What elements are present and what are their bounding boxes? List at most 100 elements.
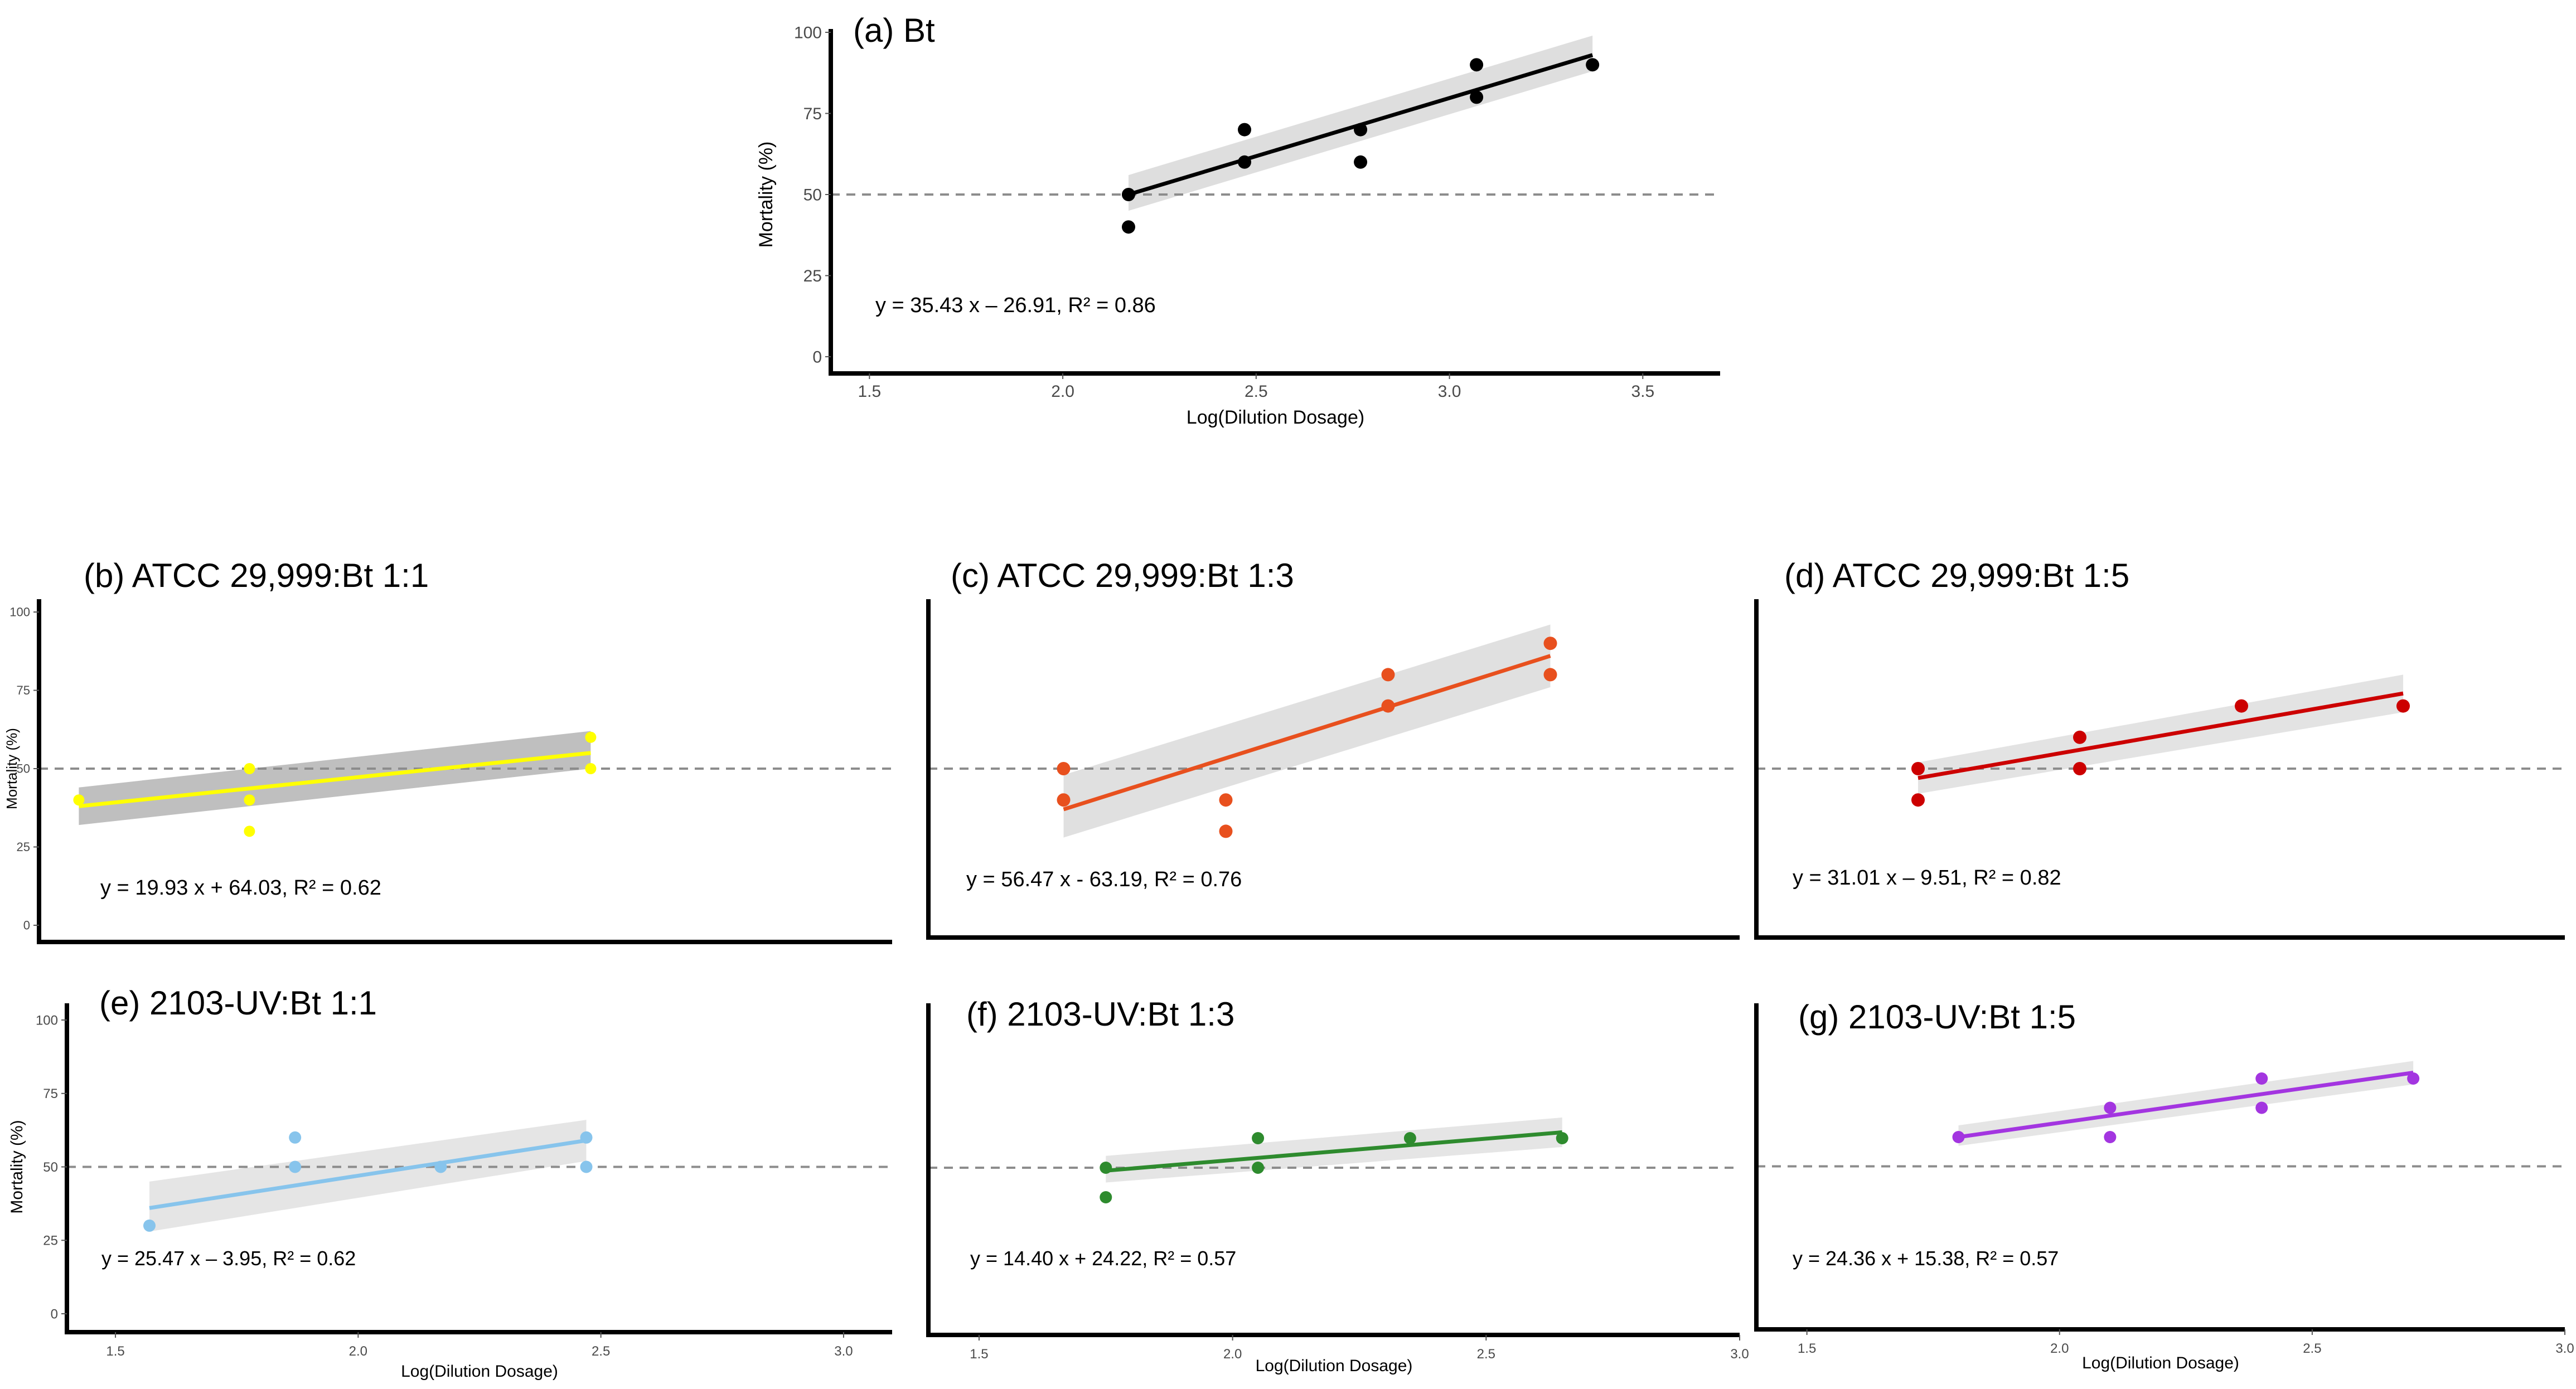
data-point-d-4 [2235, 699, 2248, 713]
panel-c: (c) ATCC 29,999:Bt 1:3 y = 56.47 x - 63.1… [926, 557, 1740, 940]
data-point-e-2 [289, 1160, 302, 1173]
fit-line-b [79, 751, 591, 808]
data-point-d-0 [1911, 762, 1925, 775]
y-tick-label-e-1: 25 [43, 1233, 58, 1249]
data-point-b-1 [244, 763, 255, 774]
data-point-g-4 [2255, 1101, 2268, 1114]
y-tick-label-b-3: 75 [17, 683, 30, 697]
fit-line-c [1063, 654, 1551, 812]
x-axis-title-g: Log(Dilution Dosage) [2082, 1354, 2239, 1372]
data-point-a-1 [1121, 220, 1135, 234]
data-point-d-5 [2396, 699, 2410, 713]
data-point-a-3 [1238, 155, 1252, 169]
x-tick-label-f-0: 1.5 [970, 1347, 988, 1362]
data-point-c-1 [1057, 793, 1071, 807]
data-point-f-1 [1100, 1191, 1112, 1203]
panel-e: 0 25 50 75 100 1.5 2.0 2.5 3.0 Log(Dilution Dosag… [8, 984, 892, 1381]
data-point-a-5 [1354, 155, 1368, 169]
data-point-b-3 [244, 825, 255, 837]
data-point-f-2 [1252, 1132, 1265, 1144]
x-tick-label-g-0: 1.5 [1798, 1341, 1816, 1356]
data-point-a-2 [1238, 123, 1252, 137]
data-point-c-3 [1219, 824, 1233, 838]
data-point-b-2 [244, 794, 255, 806]
y-tick-label-a-2: 50 [803, 186, 822, 205]
data-point-c-6 [1543, 637, 1557, 650]
fit-line-e [149, 1138, 587, 1210]
x-axis-title-e: Log(Dilution Dosage) [401, 1362, 558, 1381]
x-tick-label-a-3: 3.0 [1438, 382, 1461, 401]
data-point-e-1 [289, 1131, 302, 1144]
x-tick-label-e-2: 2.5 [592, 1344, 610, 1359]
y-tick-label-a-4: 100 [794, 24, 822, 42]
data-point-e-5 [580, 1160, 593, 1173]
x-tick-label-f-3: 3.0 [1730, 1347, 1749, 1362]
data-point-c-2 [1219, 793, 1233, 807]
y-tick-label-e-2: 50 [43, 1160, 58, 1175]
x-tick-label-a-4: 3.5 [1631, 382, 1654, 401]
y-tick-label-e-0: 0 [51, 1307, 58, 1322]
data-point-a-4 [1354, 123, 1368, 137]
data-point-e-3 [434, 1160, 447, 1173]
fit-line-g [1958, 1071, 2414, 1139]
panel-f: 1.5 2.0 2.5 3.0 Log(Dilution Dosage) (f) 2103… [926, 995, 1749, 1375]
regression-equation-f: y = 14.40 x + 24.22, R² = 0.57 [970, 1247, 1236, 1270]
data-point-a-7 [1470, 90, 1484, 104]
data-point-c-5 [1381, 699, 1395, 713]
data-point-g-5 [2407, 1072, 2420, 1085]
regression-equation-b: y = 19.93 x + 64.03, R² = 0.62 [100, 876, 381, 900]
x-tick-label-f-2: 2.5 [1477, 1347, 1495, 1362]
panel-title-b: (b) ATCC 29,999:Bt 1:1 [84, 557, 429, 594]
panel-title-d: (d) ATCC 29,999:Bt 1:5 [1784, 557, 2129, 594]
y-tick-label-b-2: 50 [17, 762, 30, 776]
y-tick-label-a-1: 25 [803, 267, 822, 285]
data-point-f-5 [1556, 1132, 1568, 1144]
y-tick-label-a-0: 0 [812, 348, 822, 367]
x-tick-label-g-3: 3.0 [2555, 1341, 2574, 1356]
x-tick-label-e-3: 3.0 [834, 1344, 853, 1359]
y-tick-label-b-4: 100 [9, 605, 30, 619]
data-point-c-4 [1381, 668, 1395, 682]
y-axis-title-e: Mortality (%) [8, 1120, 26, 1213]
x-tick-label-a-0: 1.5 [858, 382, 881, 401]
data-point-b-0 [73, 794, 85, 806]
x-tick-label-a-1: 2.0 [1051, 382, 1074, 401]
y-tick-label-a-3: 75 [803, 105, 822, 123]
regression-equation-c: y = 56.47 x - 63.19, R² = 0.76 [966, 868, 1242, 891]
y-tick-label-b-0: 0 [23, 919, 30, 933]
y-tick-label-e-3: 75 [43, 1086, 58, 1101]
x-tick-label-g-2: 2.5 [2303, 1341, 2321, 1356]
panel-title-f: (f) 2103-UV:Bt 1:3 [966, 995, 1234, 1033]
x-tick-label-e-1: 2.0 [349, 1344, 367, 1359]
panel-a: 0 25 50 75 100 1.5 2.0 2.5 3.0 3.5 Log(Dilution Do… [756, 12, 1720, 428]
data-point-a-0 [1121, 188, 1135, 201]
data-point-a-6 [1470, 58, 1484, 72]
data-point-d-3 [2073, 762, 2086, 775]
regression-equation-a: y = 35.43 x – 26.91, R² = 0.86 [875, 294, 1156, 317]
data-point-c-0 [1057, 762, 1071, 775]
data-point-b-5 [585, 763, 597, 774]
x-tick-label-g-1: 2.0 [2050, 1341, 2069, 1356]
panel-title-g: (g) 2103-UV:Bt 1:5 [1798, 998, 2076, 1036]
data-point-e-4 [580, 1131, 593, 1144]
data-point-g-0 [1952, 1131, 1965, 1143]
x-axis-title-f: Log(Dilution Dosage) [1256, 1357, 1413, 1375]
y-tick-label-e-4: 100 [36, 1013, 58, 1028]
data-point-d-2 [2073, 730, 2086, 744]
data-point-d-1 [1911, 793, 1925, 807]
regression-equation-g: y = 24.36 x + 15.38, R² = 0.57 [1793, 1247, 2059, 1270]
panel-title-a: (a) Bt [853, 12, 935, 49]
data-point-e-0 [143, 1219, 156, 1232]
y-axis-title-a: Mortality (%) [756, 142, 777, 248]
data-point-a-8 [1586, 58, 1600, 72]
x-tick-label-f-1: 2.0 [1223, 1347, 1242, 1362]
panel-g: 1.5 2.0 2.5 3.0 Log(Dilution Dosage) (g) 2103… [1754, 998, 2574, 1372]
y-tick-label-b-1: 25 [17, 840, 30, 854]
panel-b: 0 25 50 75 100 Mortality (%) (b) ATCC 29,999:B… [3, 557, 892, 944]
fit-line-f [1105, 1130, 1563, 1173]
y-axis-title-b: Mortality (%) [3, 728, 20, 809]
data-point-g-2 [2104, 1131, 2117, 1143]
data-point-f-4 [1403, 1132, 1416, 1144]
data-point-f-0 [1100, 1162, 1112, 1174]
